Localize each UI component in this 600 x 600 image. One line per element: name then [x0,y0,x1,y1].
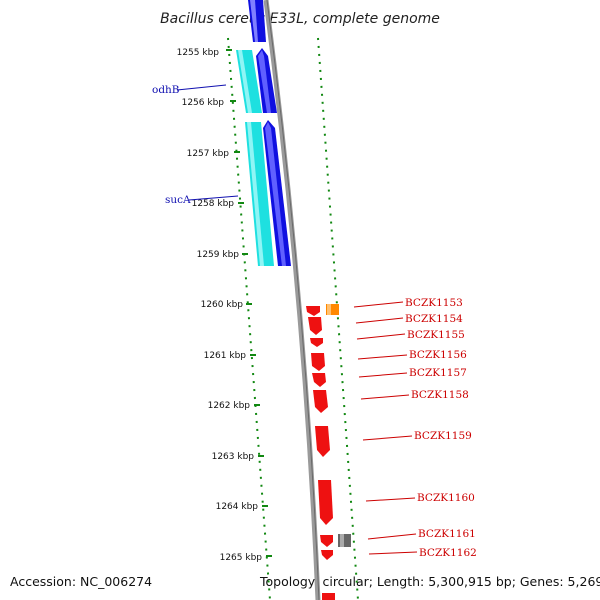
gene-odhB-highlight [238,50,252,113]
gene-BCZK1153 [326,304,339,315]
tick-label: 1256 kbp [182,98,225,108]
gene-label-BCZK1157: BCZK1157 [409,367,467,379]
topology-text: Topology: circular; Length: 5,300,915 bp… [259,574,600,589]
gene-arrow [322,593,335,600]
gene-arrow [338,534,351,547]
tick-label: 1260 kbp [201,300,244,310]
gene-label-BCZK1155: BCZK1155 [407,329,465,341]
tick-label: 1257 kbp [187,149,230,159]
gene-BCZK1161 [318,480,333,525]
gene-BCZK1155 [308,317,322,335]
gene-label-BCZK1154: BCZK1154 [405,313,463,325]
gene-BCZK1153-highlight [327,304,331,315]
genome-backbone-shade [266,0,320,600]
gene-label-BCZK1159: BCZK1159 [414,430,472,442]
map-title: Bacillus cereus E33L, complete genome [160,11,440,27]
accession-text: Accession: NC_006274 [10,574,152,589]
gene-label-BCZK1162: BCZK1162 [419,547,477,559]
gene-label-BCZK1160: BCZK1160 [417,492,475,504]
label-leader [176,84,227,91]
gene-BCZK1159 [313,390,328,413]
genome-backbone [263,0,321,600]
label-leader [188,195,239,201]
gene-arrow [321,550,333,560]
gene-BCZK1162 [320,535,333,547]
tick-label: 1264 kbp [216,502,259,512]
gene-BCZK1157 [311,353,325,371]
tick-marks [226,49,272,557]
gene-label-BCZK1158: BCZK1158 [411,389,469,401]
gene-sucA-highlight [247,122,264,266]
outer-dotted-ring [317,37,359,600]
gene-arrow-highlight [340,534,344,547]
tick-label: 1258 kbp [192,199,235,209]
gene-label-odhB: odhB [152,84,180,96]
tick-label: 1261 kbp [204,351,247,361]
tick-label: 1265 kbp [220,553,263,563]
tick-label: 1262 kbp [208,401,251,411]
gene-BCZK1158 [312,373,326,387]
gene-label-BCZK1153: BCZK1153 [405,297,463,309]
tick-label: 1263 kbp [212,452,255,462]
inner-dotted-ring [227,37,271,600]
gene-label-BCZK1156: BCZK1156 [409,349,467,361]
gene-label-sucA: sucA [165,194,191,206]
tick-label: 1259 kbp [197,250,240,260]
gene-arrow-highlight [250,0,258,42]
gene-BCZK1156 [310,338,323,347]
gene-BCZK1160 [315,426,330,457]
label-leaders [353,301,418,555]
gene-arrow-highlight [258,50,271,113]
gene-label-BCZK1161: BCZK1161 [418,528,476,540]
gene-arrow-highlight [265,122,286,266]
tick-label: 1255 kbp [177,48,220,58]
gene-BCZK1154 [306,306,320,316]
